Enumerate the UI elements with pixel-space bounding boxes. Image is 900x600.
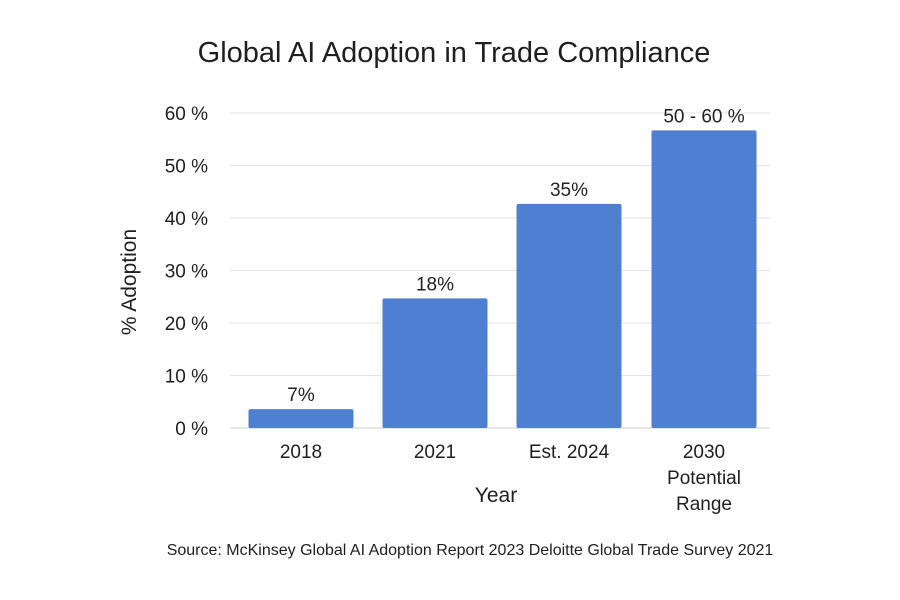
grid-lines bbox=[230, 112, 770, 429]
data-label: 18% bbox=[416, 274, 454, 295]
x-tick-label: Range bbox=[676, 494, 732, 515]
bars bbox=[248, 130, 757, 428]
y-tick-label: 20 % bbox=[165, 314, 208, 335]
y-tick-label: 40 % bbox=[165, 209, 208, 230]
data-label: 7% bbox=[287, 385, 315, 406]
data-labels: 7% 18% 35% 50 - 60 % bbox=[287, 106, 745, 406]
x-tick-label: Est. 2024 bbox=[529, 442, 610, 463]
bar bbox=[248, 409, 354, 428]
data-label: 35% bbox=[550, 180, 588, 201]
x-tick-label: 2021 bbox=[414, 442, 456, 463]
y-tick-label: 10 % bbox=[165, 367, 208, 388]
y-axis-ticks: 0 % 10 % 20 % 30 % 40 % 50 % 60 % bbox=[165, 104, 208, 440]
chart-title: Global AI Adoption in Trade Compliance bbox=[198, 37, 711, 69]
x-tick-label: Potential bbox=[667, 468, 741, 489]
y-tick-label: 60 % bbox=[165, 104, 208, 125]
bar bbox=[382, 298, 488, 428]
y-tick-label: 50 % bbox=[165, 157, 208, 178]
x-axis-ticks: 2018 2021 Est. 2024 2030 Potential Range bbox=[280, 442, 741, 515]
x-axis-label: Year bbox=[475, 484, 517, 507]
y-axis-label: % Adoption bbox=[118, 229, 141, 335]
bar bbox=[651, 130, 757, 428]
data-label: 50 - 60 % bbox=[663, 106, 744, 127]
x-tick-label: 2030 bbox=[683, 442, 725, 463]
y-tick-label: 0 % bbox=[175, 419, 208, 440]
x-tick-label: 2018 bbox=[280, 442, 322, 463]
bar bbox=[516, 203, 622, 428]
source-note: Source: McKinsey Global AI Adoption Repo… bbox=[167, 542, 774, 559]
y-tick-label: 30 % bbox=[165, 262, 208, 283]
